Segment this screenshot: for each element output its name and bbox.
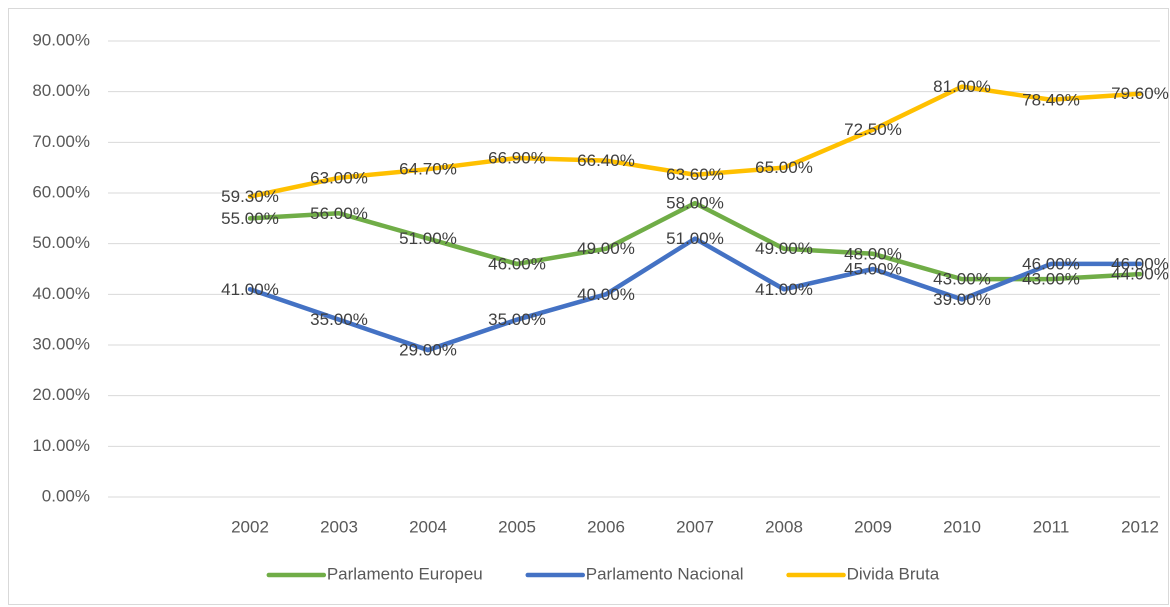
x-tick-label: 2005: [498, 517, 536, 536]
x-tick-label: 2012: [1121, 517, 1159, 536]
y-tick-label: 40.00%: [32, 284, 90, 303]
x-tick-label: 2003: [320, 517, 358, 536]
data-label: 49.00%: [577, 239, 635, 258]
data-label: 79.60%: [1111, 84, 1169, 103]
x-tick-label: 2006: [587, 517, 625, 536]
series-line: [247, 236, 1143, 353]
x-tick-label: 2007: [676, 517, 714, 536]
data-label: 44.00%: [1111, 265, 1169, 284]
data-label: 63.60%: [666, 165, 724, 184]
x-tick-label: 2002: [231, 517, 269, 536]
legend-label: Parlamento Nacional: [586, 564, 744, 583]
data-label: 66.90%: [488, 149, 546, 168]
data-label: 46.00%: [488, 254, 546, 273]
data-label: 72.50%: [844, 120, 902, 139]
x-tick-label: 2008: [765, 517, 803, 536]
y-tick-label: 10.00%: [32, 436, 90, 455]
data-label: 41.00%: [221, 280, 279, 299]
y-tick-label: 20.00%: [32, 385, 90, 404]
y-tick-label: 50.00%: [32, 233, 90, 252]
data-label: 39.00%: [933, 290, 991, 309]
legend-label: Divida Bruta: [847, 564, 940, 583]
y-tick-label: 80.00%: [32, 81, 90, 100]
data-label: 41.00%: [755, 280, 813, 299]
data-label: 45.00%: [844, 259, 902, 278]
data-label: 49.00%: [755, 239, 813, 258]
x-tick-label: 2010: [943, 517, 981, 536]
data-label: 65.00%: [755, 158, 813, 177]
y-tick-label: 0.00%: [42, 486, 90, 505]
data-label: 55.00%: [221, 209, 279, 228]
data-label: 46.00%: [1111, 254, 1169, 273]
data-label: 29.00%: [399, 341, 457, 360]
y-tick-label: 70.00%: [32, 132, 90, 151]
data-label: 51.00%: [666, 229, 724, 248]
data-label: 35.00%: [310, 310, 368, 329]
y-tick-label: 90.00%: [32, 30, 90, 49]
data-label: 40.00%: [577, 285, 635, 304]
x-tick-label: 2009: [854, 517, 892, 536]
data-label: 46.00%: [1022, 254, 1080, 273]
data-label: 35.00%: [488, 310, 546, 329]
x-tick-label: 2011: [1033, 517, 1070, 536]
data-label: 81.00%: [933, 77, 991, 96]
data-label: 48.00%: [844, 244, 902, 263]
legend-label: Parlamento Europeu: [327, 564, 483, 583]
data-label: 43.00%: [1022, 270, 1080, 289]
data-label: 56.00%: [310, 204, 368, 223]
data-label: 64.70%: [399, 160, 457, 179]
x-tick-label: 2004: [409, 517, 447, 536]
chart-border: [8, 8, 1169, 605]
data-label: 78.40%: [1022, 90, 1080, 109]
data-label: 59.30%: [221, 187, 279, 206]
data-label: 63.00%: [310, 168, 368, 187]
data-label: 66.40%: [577, 151, 635, 170]
data-label: 51.00%: [399, 229, 457, 248]
data-label: 43.00%: [933, 270, 991, 289]
y-tick-label: 60.00%: [32, 182, 90, 201]
data-label: 58.00%: [666, 194, 724, 213]
series-line: [247, 84, 1143, 199]
series-line: [247, 200, 1143, 282]
y-tick-label: 30.00%: [32, 334, 90, 353]
